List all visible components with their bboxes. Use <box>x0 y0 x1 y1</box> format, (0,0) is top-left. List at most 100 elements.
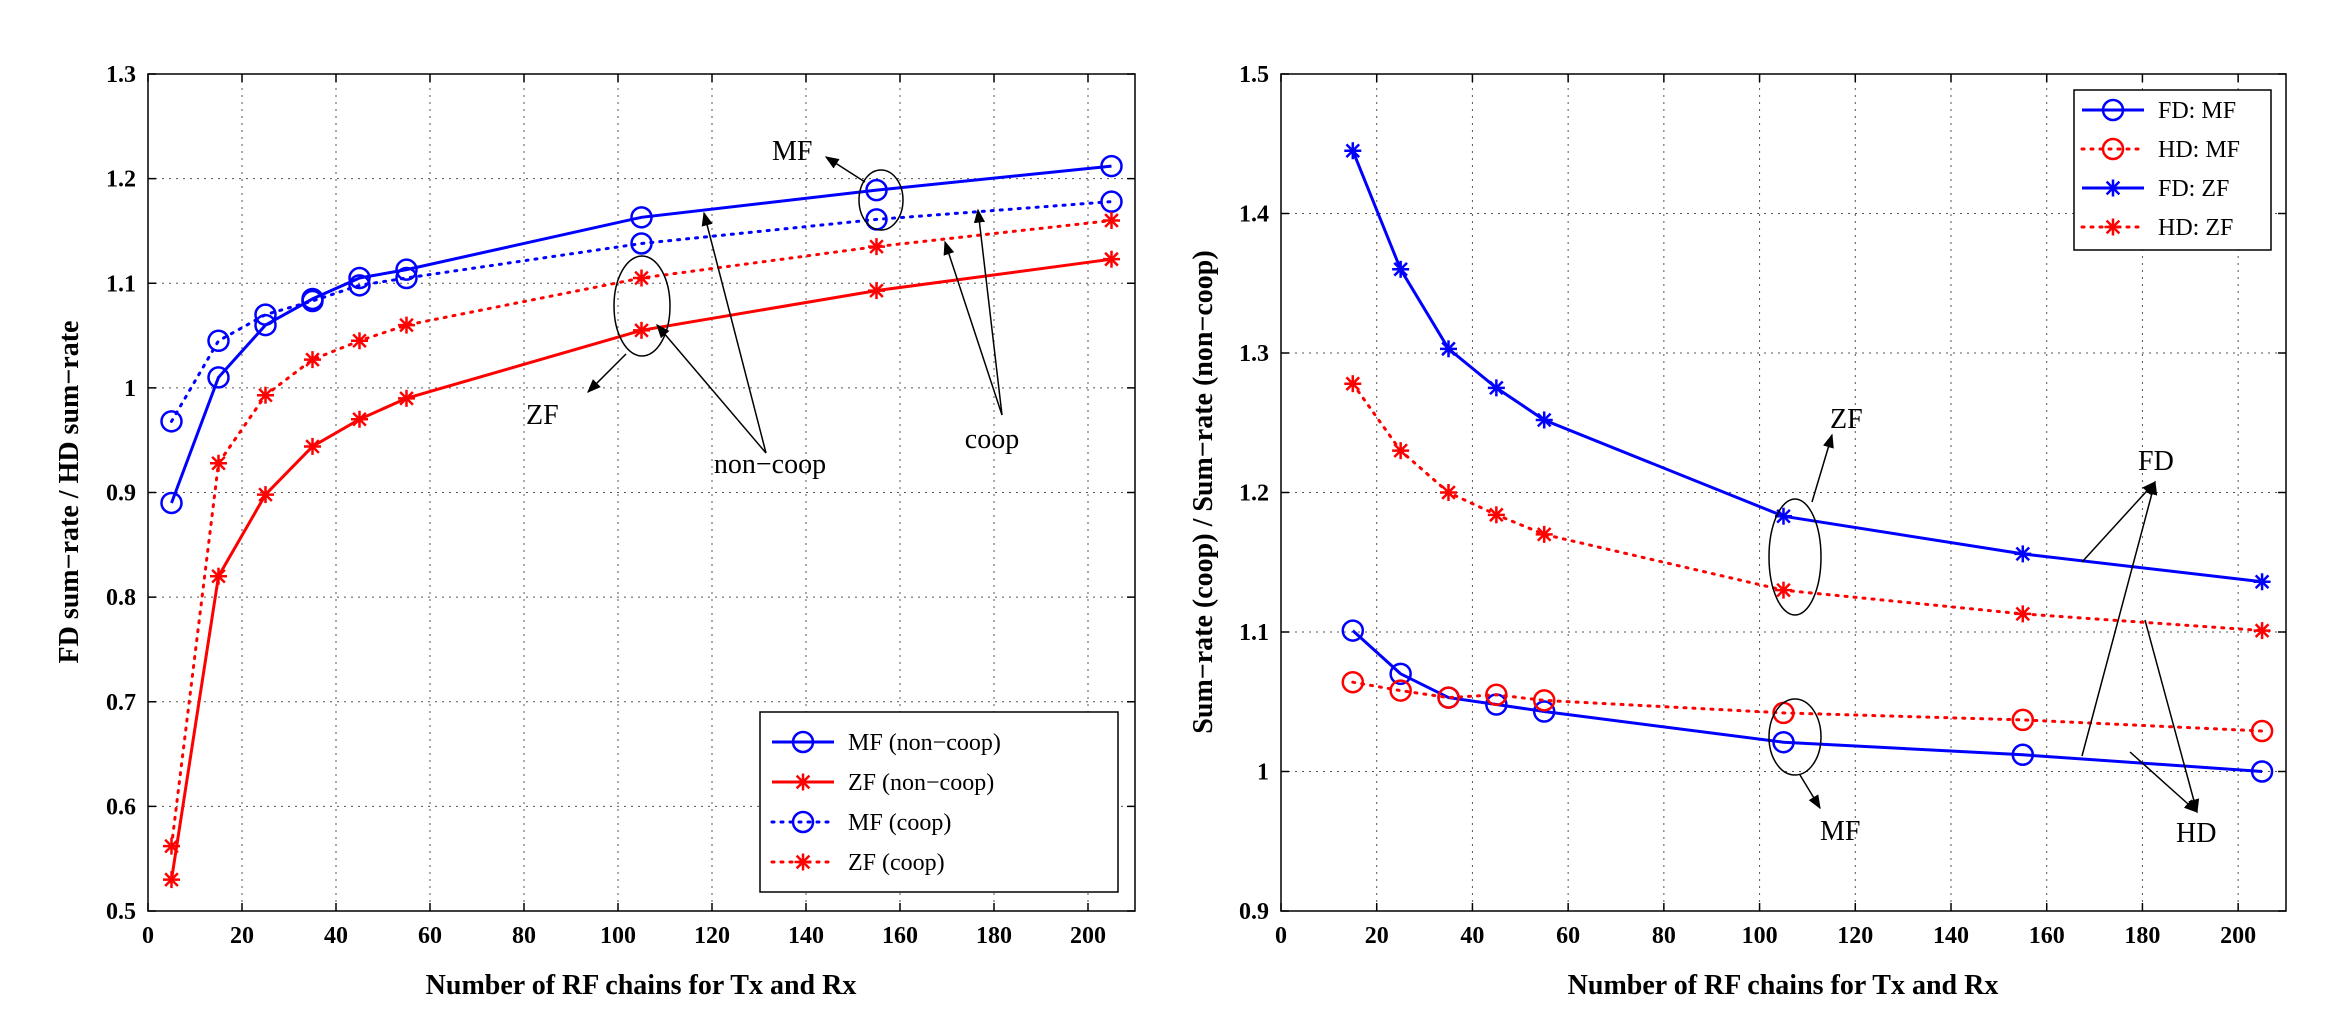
right-legend-label: FD: ZF <box>2158 176 2229 202</box>
annotation-mf-right: MF <box>1820 816 1860 847</box>
left-series-line-1 <box>170 164 1112 504</box>
right-series-line-2 <box>1351 680 2264 733</box>
left-series-3-point <box>160 410 183 433</box>
arrow-coop-1 <box>943 240 1003 416</box>
arrow-hd-1 <box>2144 619 2200 814</box>
arrow-noncoop-2 <box>701 211 767 454</box>
right-legend-label: HD: MF <box>2158 137 2240 163</box>
left-ytick-label: 0.9 <box>106 481 136 507</box>
right-series-line-3 <box>1351 150 2263 584</box>
left-series-2-point <box>1103 250 1120 268</box>
left-legend-label: ZF (non−coop) <box>848 770 994 796</box>
arrow-hd-2 <box>2129 751 2199 813</box>
left-series-2-point <box>633 321 650 339</box>
annotation-coop: coop <box>965 424 1019 455</box>
left-xtick-label: 0 <box>142 923 154 949</box>
right-series-2-point <box>1485 683 1508 707</box>
right-series-3-point <box>1775 507 1792 525</box>
left-series-4-point <box>210 454 227 472</box>
left-series-3-point <box>1100 190 1123 213</box>
right-series-4-point <box>1440 484 1457 501</box>
right-xtick-label: 180 <box>2124 923 2160 949</box>
arrow-fd-2 <box>2081 480 2158 757</box>
left-ytick-label: 1.1 <box>106 271 136 297</box>
left-series-2-point <box>163 871 180 889</box>
right-legend-marker <box>2101 98 2125 122</box>
arrow-zf-right <box>1811 433 1834 503</box>
right-series-1-point <box>1532 700 1556 723</box>
left-series-4-point <box>633 269 650 287</box>
left-ytick-label: 1 <box>124 376 136 402</box>
right-legend-marker <box>2104 179 2122 197</box>
annotation-noncoop: non−coop <box>714 449 826 480</box>
left-series-4-point <box>163 837 180 855</box>
right-series-1-point <box>2011 743 2035 767</box>
right-xtick-label: 140 <box>1933 923 1969 949</box>
arrow-mf-left <box>824 156 866 183</box>
left-legend-label: MF (coop) <box>848 810 951 836</box>
left-ylabel: FD sum−rate / HD sum−rate <box>54 321 85 664</box>
left-ytick-label: 0.5 <box>106 899 136 925</box>
left-xtick-label: 140 <box>788 923 824 949</box>
right-series-4-point <box>1487 506 1505 524</box>
right-series-1-point <box>1772 730 1795 754</box>
left-ytick-label: 1.2 <box>106 167 136 193</box>
left-series-1-point <box>1100 154 1123 178</box>
left-series-1-point <box>630 206 653 229</box>
left-series-3-point <box>254 303 277 326</box>
right-series-2-point <box>1389 679 1412 702</box>
right-series-1-point <box>1389 662 1412 686</box>
right-ytick-label: 0.9 <box>1239 899 1269 925</box>
left-series-3-point <box>630 232 653 255</box>
ellipse-mf-left <box>858 169 904 231</box>
right-ytick-label: 1 <box>1257 760 1269 786</box>
right-legend-marker <box>2104 218 2122 236</box>
left-series-4-point <box>868 238 885 256</box>
right-series-3-point <box>1535 411 1553 429</box>
left-xtick-label: 40 <box>324 923 348 949</box>
left-xtick-label: 20 <box>230 923 254 949</box>
right-ytick-label: 1.2 <box>1239 481 1269 507</box>
left-series-3-point <box>207 329 230 353</box>
right-legend-marker <box>2101 137 2125 161</box>
right-series-2-point <box>1341 670 1365 694</box>
ellipse-mf-right <box>1768 698 1822 776</box>
right-ylabel: Sum−rate (coop) / Sum−rate (non−coop) <box>1188 250 1219 733</box>
left-ytick-label: 1.3 <box>106 62 136 88</box>
left-series-2-point <box>868 282 885 300</box>
right-annotations: ZF MF FD HD <box>1768 404 2216 849</box>
left-xtick-label: 120 <box>694 923 730 949</box>
right-series-1-point <box>1341 619 1365 642</box>
arrow-zf-left <box>587 353 627 393</box>
left-ytick-label: 0.6 <box>106 794 136 820</box>
arrow-noncoop-1 <box>656 323 767 454</box>
left-series-3-point <box>301 289 324 313</box>
right-series-2-point <box>1437 686 1460 709</box>
right-series-4-point <box>1392 442 1410 460</box>
right-series-3-point <box>1440 340 1457 358</box>
right-xtick-label: 120 <box>1837 923 1873 949</box>
ellipse-zf-left <box>613 255 671 357</box>
right-series-3-point <box>2014 545 2032 563</box>
right-series-3-point <box>1344 142 1362 160</box>
left-series-1-point <box>865 178 888 202</box>
left-legend-marker <box>791 730 815 754</box>
left-legend-marker <box>794 853 812 871</box>
annotation-zf-right: ZF <box>1830 404 1863 435</box>
ellipse-zf-right <box>1768 498 1822 616</box>
left-series-3-point <box>348 274 371 297</box>
right-xlabel: Number of RF chains for Tx and Rx <box>1568 970 1999 1001</box>
left-xtick-label: 160 <box>882 923 918 949</box>
arrow-mf-right <box>1799 774 1821 810</box>
left-legend-label: ZF (coop) <box>848 850 945 876</box>
right-series-4-point <box>1535 525 1553 543</box>
right-xtick-label: 40 <box>1460 923 1484 949</box>
right-series-2-point <box>2011 708 2035 732</box>
left-series-4-point <box>304 351 321 369</box>
left-xtick-label: 180 <box>976 923 1012 949</box>
left-series-2-point <box>210 567 227 585</box>
left-xlabel: Number of RF chains for Tx and Rx <box>426 970 857 1001</box>
right-series-1-point <box>2250 760 2274 783</box>
left-legend-label: MF (non−coop) <box>848 730 1001 756</box>
